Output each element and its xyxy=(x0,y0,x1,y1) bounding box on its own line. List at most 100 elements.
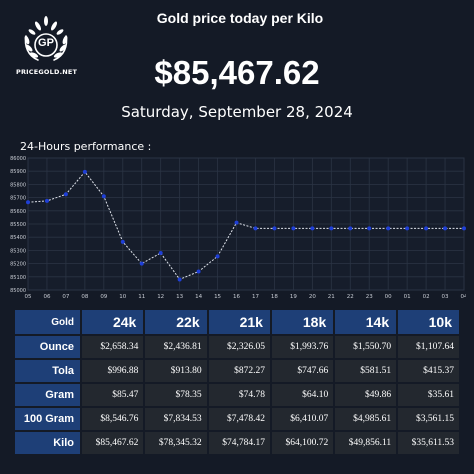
row-header: Tola xyxy=(15,360,80,382)
table-cell: $4,985.61 xyxy=(335,408,397,430)
x-tick-label: 19 xyxy=(290,294,297,300)
line-chart: 85000 85100 85200 85300 85400 85500 85600 85700… xyxy=(10,156,468,300)
table-row: 100 Gram $8,546.76 $7,834.53 $7,478.42 $… xyxy=(15,408,459,430)
table-row: Gram $85.47 $78.35 $74.78 $64.10 $49.86 … xyxy=(15,384,459,406)
x-tick-label: 14 xyxy=(195,294,202,300)
column-header: 22k xyxy=(145,310,207,334)
data-point xyxy=(234,220,239,225)
y-tick-label: 85800 xyxy=(10,182,26,188)
row-header: Ounce xyxy=(15,336,80,358)
x-tick-label: 01 xyxy=(404,294,411,300)
table-row: Ounce $2,658.34 $2,436.81 $2,326.05 $1,9… xyxy=(15,336,459,358)
table-cell: $2,326.05 xyxy=(208,336,270,358)
page-title: Gold price today per Kilo xyxy=(156,10,324,26)
table-row: Tola $996.88 $913.80 $872.27 $747.66 $58… xyxy=(15,360,459,382)
table-cell: $35.61 xyxy=(398,384,459,406)
y-tick-label: 85300 xyxy=(10,248,26,254)
table-cell: $1,107.64 xyxy=(398,336,459,358)
table-cell: $74.78 xyxy=(208,384,270,406)
data-point xyxy=(44,198,49,203)
data-point xyxy=(310,226,315,231)
row-header: Gram xyxy=(15,384,80,406)
table-corner: Gold xyxy=(15,310,80,334)
column-header: 24k xyxy=(82,310,144,334)
table-cell: $74,784.17 xyxy=(208,432,270,454)
site-logo[interactable]: GP PRICEGOLD.NET xyxy=(16,12,78,80)
table-cell: $913.80 xyxy=(145,360,207,382)
table-cell: $2,658.34 xyxy=(82,336,144,358)
x-tick-label: 00 xyxy=(385,294,392,300)
y-tick-label: 86000 xyxy=(10,156,26,162)
table-cell: $78,345.32 xyxy=(145,432,207,454)
data-point xyxy=(348,226,353,231)
data-point xyxy=(101,194,106,199)
table-cell: $7,478.42 xyxy=(208,408,270,430)
table-cell: $996.88 xyxy=(82,360,144,382)
x-tick-label: 10 xyxy=(119,294,126,300)
table-cell: $3,561.15 xyxy=(398,408,459,430)
data-point xyxy=(253,226,258,231)
x-tick-label: 11 xyxy=(138,294,145,300)
logo-site-name: PRICEGOLD.NET xyxy=(16,68,78,76)
performance-label: 24-Hours performance : xyxy=(20,140,152,153)
column-header: 14k xyxy=(335,310,397,334)
table-cell: $64.10 xyxy=(271,384,334,406)
data-point xyxy=(26,200,30,205)
row-header: 100 Gram xyxy=(15,408,80,430)
x-tick-label: 20 xyxy=(309,294,316,300)
y-tick-label: 85700 xyxy=(10,196,26,202)
row-header: Kilo xyxy=(15,432,80,454)
table-cell: $35,611.53 xyxy=(398,432,459,454)
data-point xyxy=(120,239,125,244)
series-line xyxy=(27,171,464,281)
y-tick-label: 85900 xyxy=(10,169,26,175)
table-row: Kilo $85,467.62 $78,345.32 $74,784.17 $6… xyxy=(15,432,459,454)
x-tick-label: 02 xyxy=(423,294,430,300)
data-point xyxy=(386,226,391,231)
data-point xyxy=(443,226,448,231)
table-cell: $85,467.62 xyxy=(82,432,144,454)
y-tick-label: 85000 xyxy=(10,288,26,294)
data-point xyxy=(215,254,220,259)
data-point xyxy=(139,261,144,266)
y-tick-label: 85600 xyxy=(10,209,26,215)
y-tick-label: 85200 xyxy=(10,262,26,268)
x-tick-label: 13 xyxy=(176,294,183,300)
y-tick-label: 85500 xyxy=(10,222,26,228)
table-header-row: Gold 24k 22k 21k 18k 14k 10k xyxy=(15,310,459,334)
data-point xyxy=(329,226,334,231)
table-cell: $2,436.81 xyxy=(145,336,207,358)
price-table-container: Gold 24k 22k 21k 18k 14k 10k Ounce $2,65… xyxy=(13,308,461,456)
x-tick-label: 09 xyxy=(100,294,107,300)
x-tick-label: 03 xyxy=(442,294,449,300)
x-tick-label: 05 xyxy=(25,294,32,300)
x-tick-label: 12 xyxy=(157,294,164,300)
data-point xyxy=(462,226,466,231)
data-point xyxy=(424,226,429,231)
table-cell: $49,856.11 xyxy=(335,432,397,454)
table-cell: $747.66 xyxy=(271,360,334,382)
logo-initials: GP xyxy=(38,37,54,49)
data-point xyxy=(405,226,410,231)
table-cell: $7,834.53 xyxy=(145,408,207,430)
table-cell: $872.27 xyxy=(208,360,270,382)
data-point xyxy=(177,277,182,282)
table-cell: $85.47 xyxy=(82,384,144,406)
data-point xyxy=(82,169,87,174)
x-tick-label: 07 xyxy=(62,294,69,300)
column-header: 10k xyxy=(398,310,459,334)
performance-chart: 85000 85100 85200 85300 85400 85500 85600 85700… xyxy=(8,154,468,304)
x-tick-label: 04 xyxy=(461,294,467,300)
table-cell: $8,546.76 xyxy=(82,408,144,430)
x-tick-label: 16 xyxy=(233,294,240,300)
price-table: Gold 24k 22k 21k 18k 14k 10k Ounce $2,65… xyxy=(13,308,461,456)
x-tick-label: 08 xyxy=(81,294,88,300)
x-tick-label: 22 xyxy=(347,294,354,300)
data-point xyxy=(63,192,68,197)
logo-wreath-icon xyxy=(24,16,68,61)
y-tick-label: 85400 xyxy=(10,235,26,241)
table-cell: $1,993.76 xyxy=(271,336,334,358)
data-point xyxy=(367,226,372,231)
table-cell: $581.51 xyxy=(335,360,397,382)
x-tick-label: 21 xyxy=(328,294,335,300)
